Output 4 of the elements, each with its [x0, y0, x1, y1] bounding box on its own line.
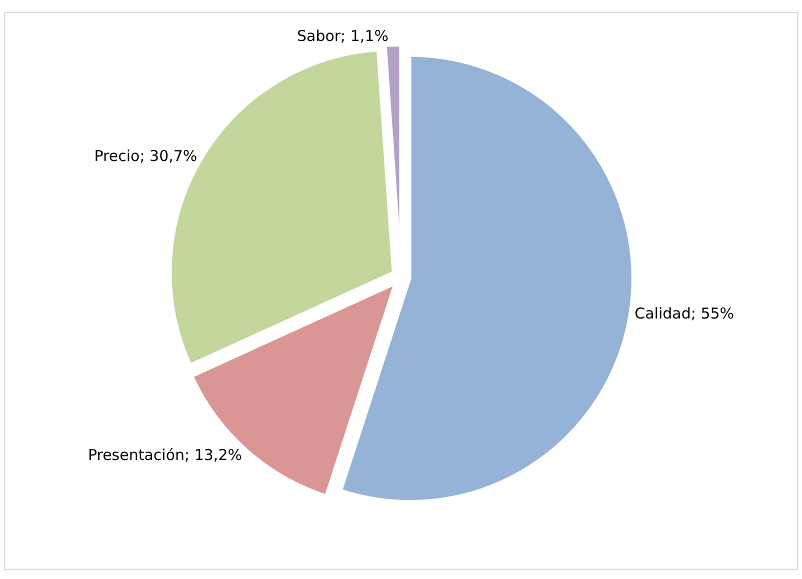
- slice-label: Calidad; 55%: [634, 304, 734, 323]
- slice-label: Presentación; 13,2%: [88, 446, 242, 464]
- slice-label: Precio; 30,7%: [94, 146, 198, 165]
- slice-label: Sabor; 1,1%: [296, 27, 388, 46]
